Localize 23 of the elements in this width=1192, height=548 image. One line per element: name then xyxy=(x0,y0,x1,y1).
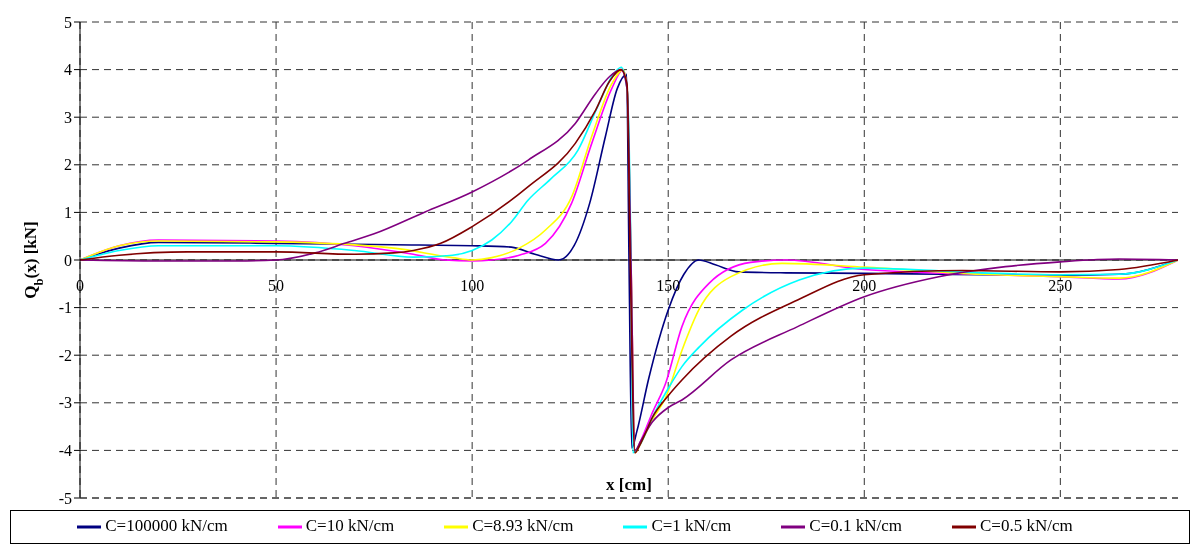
legend-label: C=0.5 kN/cm xyxy=(980,515,1073,535)
y-tick-label: -2 xyxy=(58,346,72,364)
y-tick-label: 4 xyxy=(64,61,72,79)
y-tick-label: -5 xyxy=(58,489,72,507)
x-tick-label: 250 xyxy=(1048,277,1073,294)
y-tick-label: -1 xyxy=(58,299,72,317)
y-tick-label: -3 xyxy=(58,394,72,412)
x-tick-label: 0 xyxy=(76,277,84,294)
y-tick-label: 5 xyxy=(64,13,72,31)
legend-label: C=100000 kN/cm xyxy=(105,515,228,535)
x-tick-label: 200 xyxy=(852,277,877,294)
x-tick-label: 100 xyxy=(460,277,485,294)
legend-label: C=10 kN/cm xyxy=(305,515,395,535)
legend-label: C=8.93 kN/cm xyxy=(472,515,574,535)
legend-label: C=0.1 kN/cm xyxy=(809,515,903,535)
y-tick-label: 1 xyxy=(64,204,72,222)
x-axis-title: x [cm] xyxy=(606,475,652,494)
y-tick-label: 0 xyxy=(64,251,72,269)
y-tick-label: 2 xyxy=(64,156,72,174)
x-tick-label: 50 xyxy=(268,277,285,294)
y-tick-label: 3 xyxy=(64,108,72,126)
y-tick-label: -4 xyxy=(58,442,72,460)
legend-label: C=1 kN/cm xyxy=(651,515,732,535)
